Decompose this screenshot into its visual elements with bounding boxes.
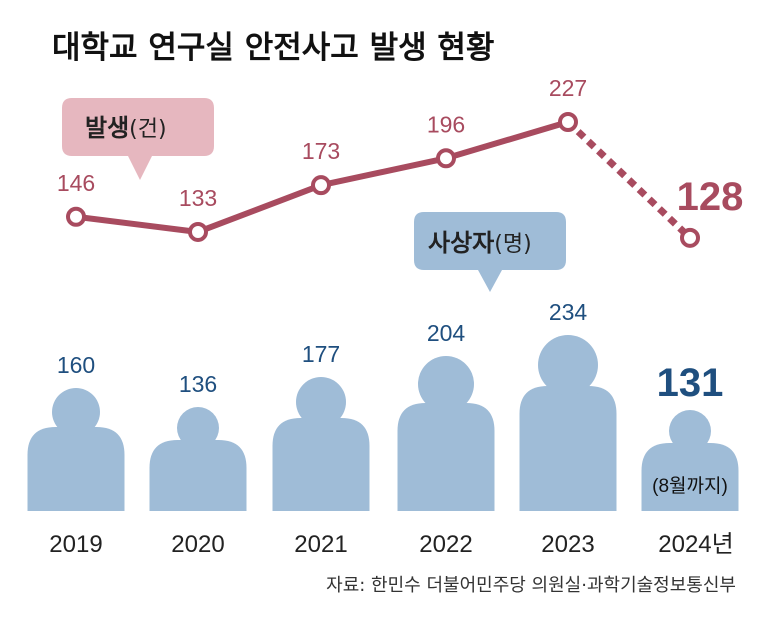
year-label-2: 2021 [294, 531, 347, 558]
legend-incidents-label: 발생(건) [85, 114, 167, 142]
casualty-figure-0 [27, 388, 125, 511]
casualty-head-0 [52, 388, 100, 436]
casualty-label-3: 204 [427, 320, 466, 346]
legend-incidents: 발생(건) [62, 98, 214, 180]
casualty-head-4 [538, 335, 598, 395]
incident-label-1: 133 [179, 185, 217, 211]
chart-title: 대학교 연구실 안전사고 발생 현황 [52, 30, 494, 66]
incident-point-5 [680, 227, 700, 248]
casualty-label-0: 160 [57, 352, 95, 378]
legend-incidents-bubble [62, 98, 214, 180]
legend-casualties: 사상자(명) [414, 212, 566, 292]
year-label-1: 2020 [171, 531, 224, 558]
casualty-body-5 [641, 443, 739, 511]
year-label-5: 2024년 [658, 531, 733, 558]
casualty-body-2 [272, 418, 370, 511]
incident-point-3 [436, 148, 456, 169]
casualty-head-3 [418, 356, 474, 412]
data-labels: 160 136 177 204 234 131 146 133 173 196 227 128 [57, 75, 744, 405]
legend-casualties-bubble [414, 212, 566, 292]
incident-point-1 [188, 221, 208, 242]
casualty-figure-4 [519, 335, 617, 511]
year-label-0: 2019 [49, 531, 102, 558]
source-credit: 자료: 한민수 더불어민주당 의원실·과학기술정보통신부 [326, 575, 736, 596]
casualty-label-4: 234 [549, 299, 588, 325]
incident-point-0 [66, 206, 86, 227]
casualty-label-2: 177 [302, 341, 340, 367]
casualty-body-4 [519, 386, 617, 511]
casualty-body-1 [149, 440, 247, 511]
legend-casualties-label: 사상자(명) [428, 229, 532, 257]
incident-label-2: 173 [302, 138, 340, 164]
incident-line [66, 112, 700, 248]
casualty-label-1: 136 [179, 371, 217, 397]
casualty-figure-5 [641, 410, 739, 511]
x-axis: 2019 2020 2021 2022 2023 2024년 [49, 531, 733, 558]
casualty-figure-2 [272, 377, 370, 511]
casualty-head-1 [177, 407, 219, 449]
year-label-3: 2022 [419, 531, 472, 558]
incident-point-2 [311, 175, 331, 196]
casualty-figure-3 [397, 356, 495, 511]
note-2024: (8월까지) [652, 475, 728, 497]
casualty-figures [27, 335, 739, 511]
casualty-body-3 [397, 403, 495, 511]
incident-label-0: 146 [57, 170, 95, 196]
incident-line-dashed [565, 119, 693, 241]
incident-label-3: 196 [427, 111, 465, 137]
casualty-head-5 [669, 410, 711, 452]
casualty-head-2 [296, 377, 346, 427]
casualty-figure-1 [149, 407, 247, 511]
incident-label-4: 227 [549, 75, 587, 101]
casualty-body-0 [27, 427, 125, 511]
casualty-label-5: 131 [657, 361, 724, 405]
year-label-4: 2023 [541, 531, 594, 558]
incident-label-5: 128 [677, 175, 744, 219]
incident-point-4 [558, 112, 578, 132]
